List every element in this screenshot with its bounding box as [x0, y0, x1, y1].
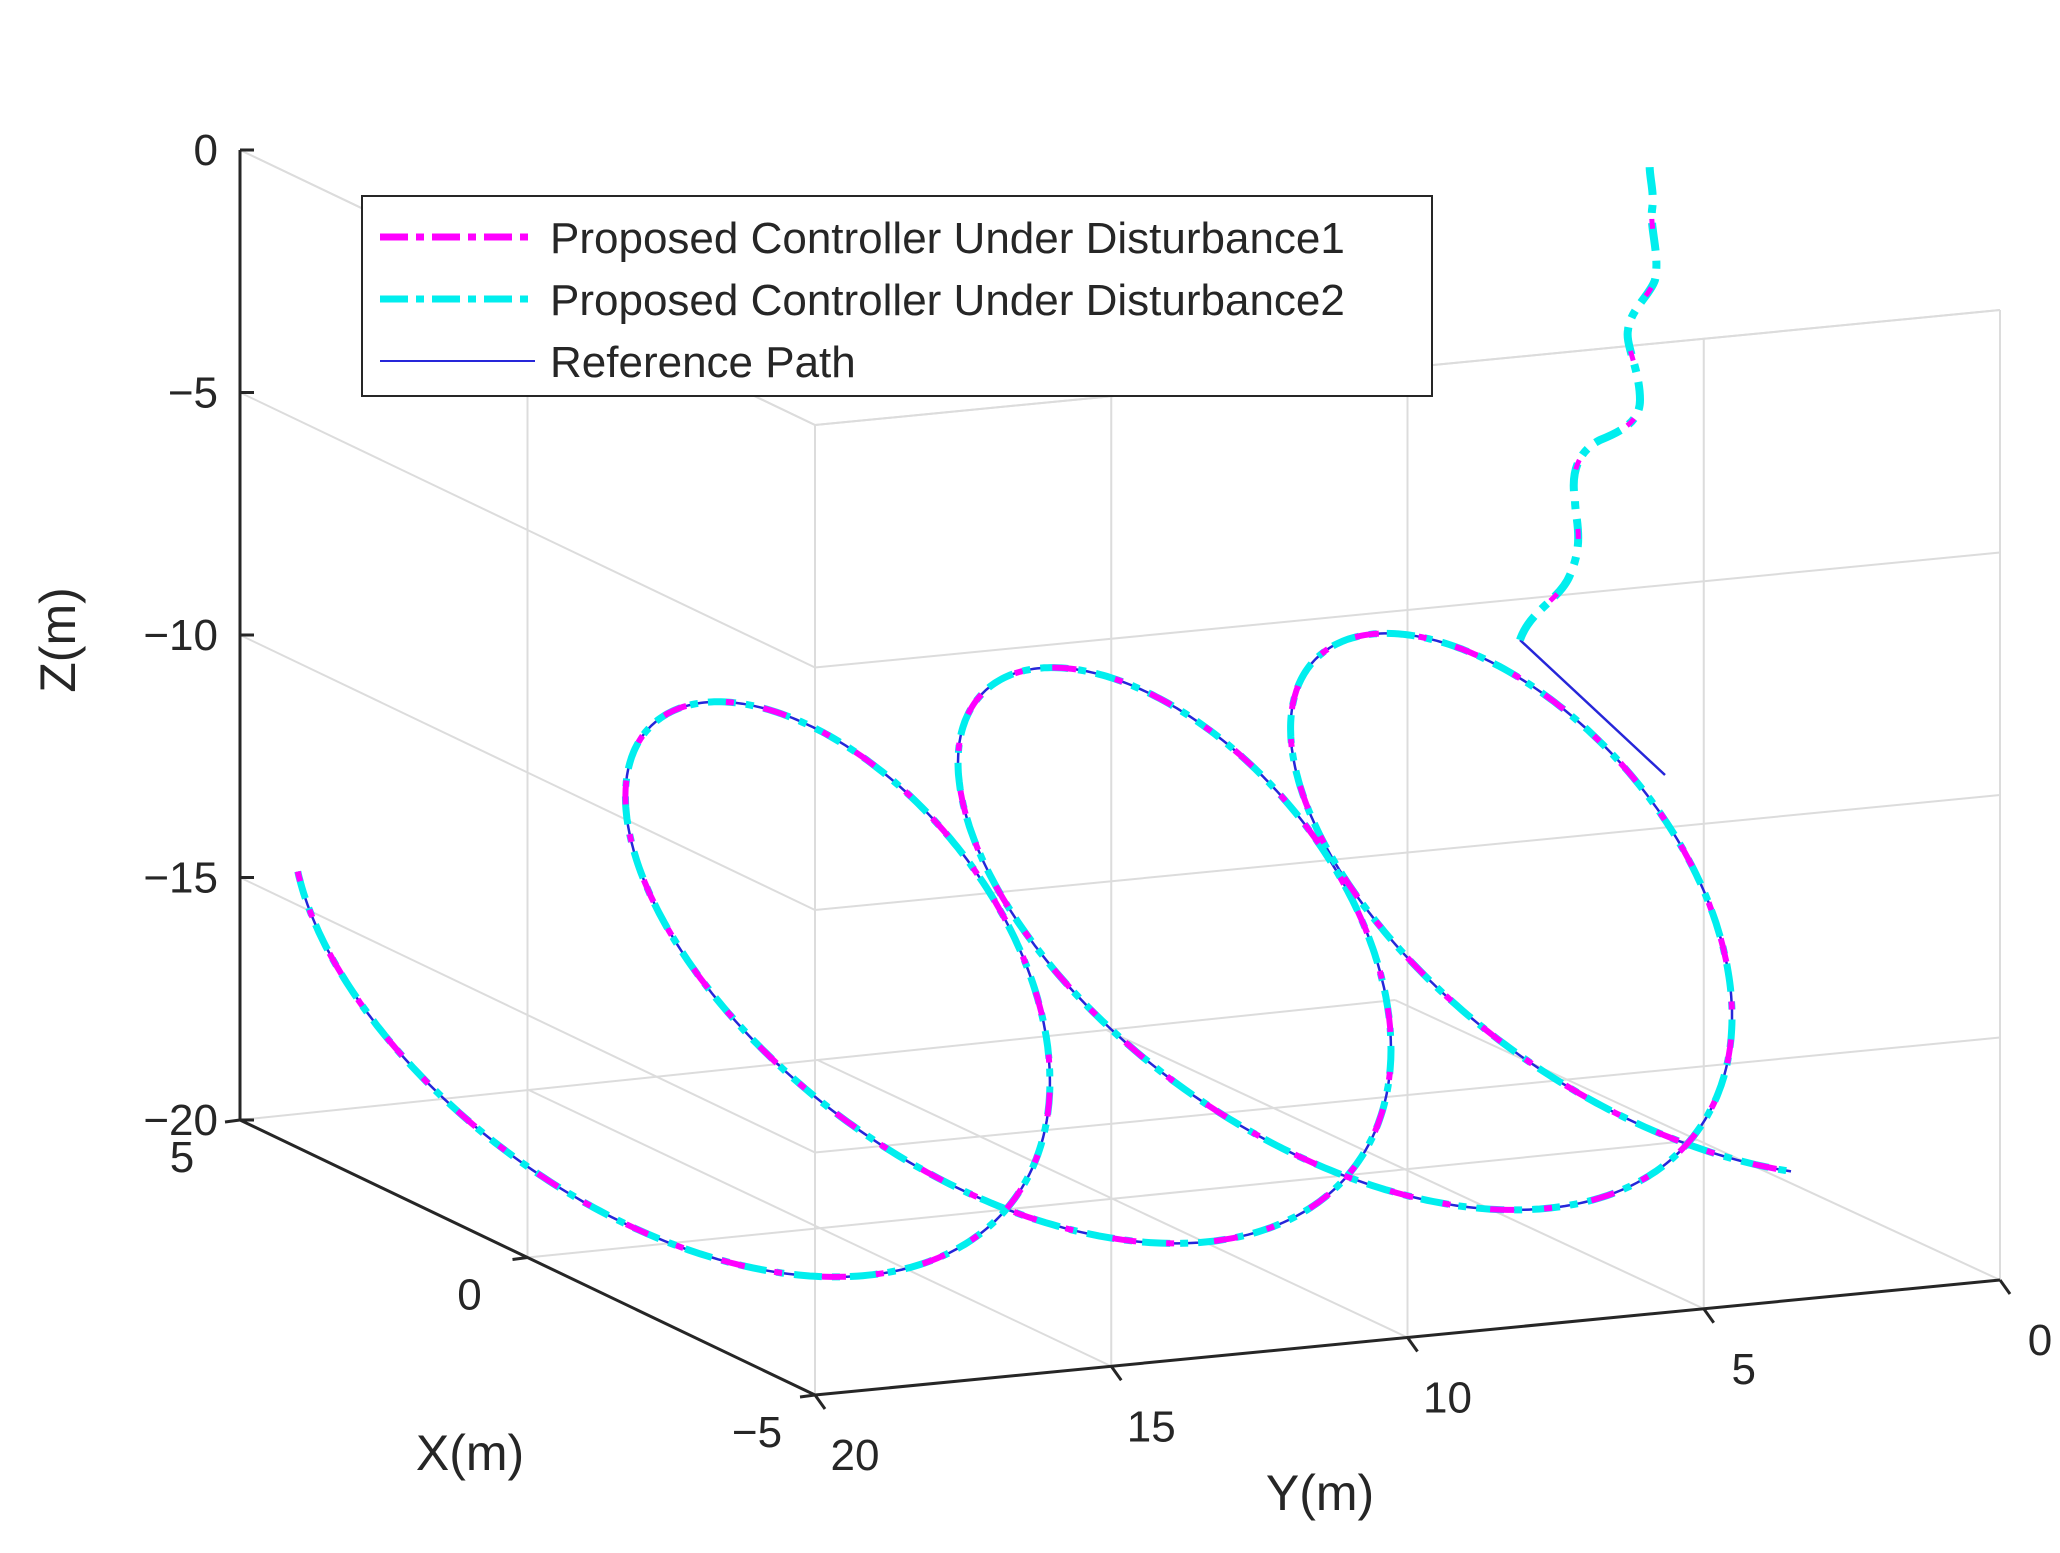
z-tick-label-3: −15: [143, 854, 218, 903]
z-tick-label-0: 0: [194, 126, 218, 175]
z-tick-label-1: −5: [168, 369, 218, 418]
x-tick-mark-2: [799, 1393, 816, 1399]
series-reference-path: [296, 632, 1792, 1279]
grid-line-x-floor-0: [239, 999, 1396, 1121]
y-tick-label-3: 15: [1127, 1402, 1176, 1451]
y-tick-label-4: 20: [831, 1431, 880, 1480]
y-tick-label-1: 5: [1732, 1345, 1756, 1394]
series-layer: [294, 159, 1792, 1281]
legend-box: [361, 195, 1433, 397]
grid-line-x-floor-1: [527, 1139, 1698, 1259]
series-disturbance2-path: [294, 629, 1792, 1281]
x-tick-label-0: 5: [170, 1133, 194, 1182]
x-tick-mark-0: [224, 1118, 241, 1124]
legend-label-series-3: Reference Path: [550, 338, 856, 387]
y-tick-mark-2: [1406, 1336, 1419, 1353]
series-reference-tail: [1519, 639, 1666, 776]
y-tick-mark-4: [813, 1394, 827, 1410]
series-disturbance1-path: [294, 630, 1792, 1280]
z-axis-label: Z(m): [30, 587, 86, 693]
y-tick-mark-0: [1998, 1279, 2012, 1295]
series-disturbance1-climb: [1517, 159, 1659, 641]
y-axis-label: Y(m): [1266, 1465, 1374, 1521]
y-tick-label-2: 10: [1423, 1374, 1472, 1423]
x-tick-mark-1: [512, 1256, 528, 1261]
z-tick-label-2: −10: [143, 611, 218, 660]
y-tick-mark-1: [1702, 1307, 1715, 1324]
legend: Proposed Controller Under Disturbance1 P…: [361, 195, 1433, 397]
legend-label-series-1: Proposed Controller Under Disturbance1: [550, 214, 1345, 263]
y-tick-label-0: 0: [2028, 1316, 2052, 1365]
y-tick-mark-3: [1110, 1365, 1123, 1382]
grid-line-z-1: [239, 391, 2001, 669]
x-tick-label-2: −5: [732, 1408, 782, 1457]
legend-label-series-2: Proposed Controller Under Disturbance2: [550, 276, 1345, 325]
x-axis-label: X(m): [416, 1425, 524, 1481]
x-tick-label-1: 0: [457, 1271, 481, 1320]
series-disturbance2-climb: [1516, 159, 1661, 642]
z-tick-label-4: −20: [143, 1096, 218, 1145]
grid-line-z-2: [239, 634, 2001, 912]
grid-line-z-3: [239, 876, 2001, 1154]
